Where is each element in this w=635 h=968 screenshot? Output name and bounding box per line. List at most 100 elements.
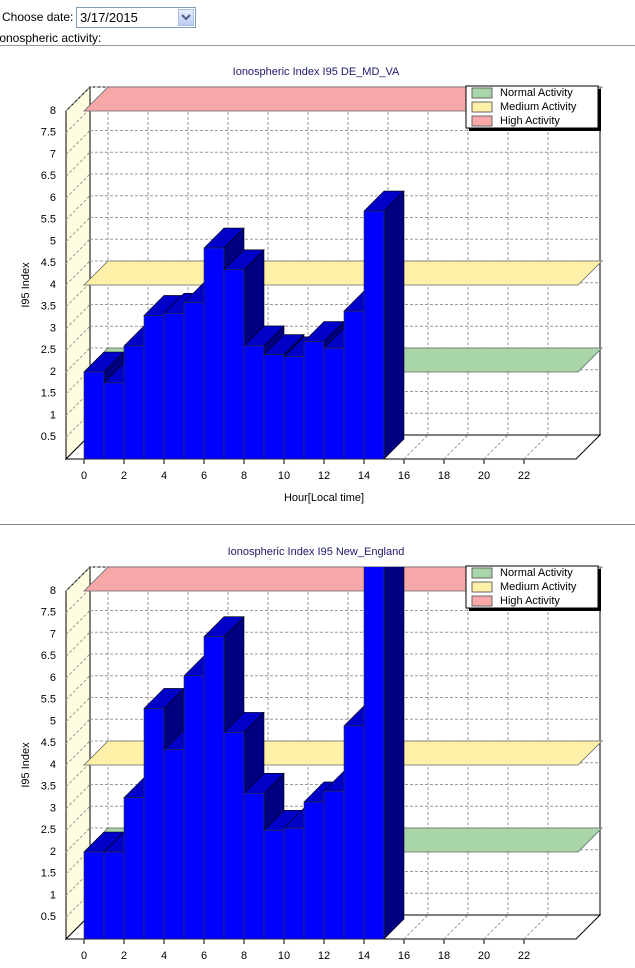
grid-line xyxy=(65,653,91,679)
x-tick-label: 8 xyxy=(241,950,247,962)
bar xyxy=(323,790,345,940)
chart: Ionospheric Index I95 New_England 0.5 1 1.5… xyxy=(20,546,603,962)
y-tick-label: 2.5 xyxy=(41,824,56,836)
legend-swatch xyxy=(471,581,493,593)
bar-side xyxy=(383,567,405,940)
x-tick-label: 10 xyxy=(278,950,290,962)
legend-swatch xyxy=(471,567,493,579)
grid-line xyxy=(65,871,91,896)
bar xyxy=(183,302,205,460)
x-tick-label: 0 xyxy=(81,950,87,962)
legend-swatch xyxy=(471,595,493,607)
bar xyxy=(323,347,345,460)
bar xyxy=(303,341,325,460)
grid-line xyxy=(65,325,91,351)
x-tick-label: 18 xyxy=(438,950,450,962)
grid-line xyxy=(65,130,91,155)
y-tick-label: 5.5 xyxy=(41,694,56,706)
y-tick-label: 6.5 xyxy=(41,170,56,182)
legend-label: Normal Activity xyxy=(500,567,573,579)
y-tick-label: 4 xyxy=(50,279,56,291)
legend-swatch xyxy=(471,87,493,99)
bar xyxy=(123,797,145,940)
y-tick-label: 4.5 xyxy=(41,257,56,269)
x-tick-label: 14 xyxy=(358,470,370,482)
y-tick-label: 7.5 xyxy=(41,607,56,619)
grid-line xyxy=(65,282,91,308)
x-tick-label: 16 xyxy=(398,470,410,482)
bar xyxy=(243,792,265,940)
y-tick-label: 6.5 xyxy=(41,650,56,662)
y-tick-label: 7 xyxy=(50,148,56,160)
bars xyxy=(83,190,405,460)
y-tick-label: 3 xyxy=(50,322,56,334)
bar xyxy=(343,310,365,460)
date-label: Choose date: xyxy=(2,10,74,24)
x-tick-label: 22 xyxy=(518,950,530,962)
grid-line xyxy=(65,740,91,766)
bar xyxy=(103,851,125,940)
divider xyxy=(0,45,635,46)
y-tick-label: 6 xyxy=(50,672,56,684)
grid-line xyxy=(65,238,91,264)
y-tick-label: 0.5 xyxy=(41,911,56,923)
x-tick-label: 10 xyxy=(278,470,290,482)
x-axis-title: Hour[Local time] xyxy=(284,492,364,504)
grid-line xyxy=(65,108,91,134)
grid-line xyxy=(443,914,469,940)
bar-side xyxy=(383,190,405,460)
grid-line xyxy=(483,914,509,940)
y-tick-label: 5 xyxy=(50,715,56,727)
y-tick-label: 5.5 xyxy=(41,214,56,226)
bar xyxy=(163,312,185,460)
y-tick-label: 3 xyxy=(50,802,56,814)
legend-label: Medium Activity xyxy=(500,101,577,113)
grid-line xyxy=(403,434,429,460)
bar xyxy=(263,829,285,940)
bar xyxy=(343,725,365,940)
x-tick-label: 18 xyxy=(438,470,450,482)
bar xyxy=(283,356,305,460)
legend-label: High Activity xyxy=(500,115,560,127)
grid-line xyxy=(65,151,91,177)
grid-line xyxy=(65,304,91,329)
date-select[interactable]: 3/17/2015 xyxy=(76,7,196,28)
chart: Ionospheric Index I95 DE_MD_VA 0.5 1 1.5 2 2.… xyxy=(20,66,603,504)
bar xyxy=(263,354,285,460)
x-tick-label: 2 xyxy=(121,950,127,962)
grid-line xyxy=(65,195,91,221)
grid-line xyxy=(65,260,91,286)
y-tick-label: 7 xyxy=(50,628,56,640)
x-tick-label: 20 xyxy=(478,950,490,962)
bar xyxy=(363,210,385,460)
bar xyxy=(83,371,105,460)
grid-line xyxy=(65,805,91,831)
y-tick-label: 1 xyxy=(50,889,56,901)
y-tick-label: 2 xyxy=(50,366,56,378)
x-tick-label: 6 xyxy=(201,470,207,482)
grid-line xyxy=(65,631,91,657)
y-axis-title: I95 Index xyxy=(20,742,32,788)
activity-band xyxy=(83,260,603,286)
grid-line xyxy=(65,762,91,788)
y-tick-label: 0.5 xyxy=(41,431,56,443)
x-tick-label: 20 xyxy=(478,470,490,482)
x-tick-label: 4 xyxy=(161,470,167,482)
grid-line xyxy=(65,849,91,875)
grid-line xyxy=(65,718,91,744)
x-tick-label: 4 xyxy=(161,950,167,962)
grid-line xyxy=(65,391,91,416)
y-tick-label: 8 xyxy=(50,105,56,117)
y-tick-label: 6 xyxy=(50,192,56,204)
grid-line xyxy=(65,566,91,592)
grid-line xyxy=(403,914,429,940)
x-tick-label: 0 xyxy=(81,470,87,482)
bar xyxy=(303,801,325,940)
divider xyxy=(0,524,635,525)
section-label: Ionospheric activity: xyxy=(0,31,102,45)
chart-title: Ionospheric Index I95 New_England xyxy=(228,546,405,558)
y-tick-label: 1.5 xyxy=(41,388,56,400)
dropdown-arrow[interactable] xyxy=(178,9,194,26)
grid-line xyxy=(443,434,469,460)
